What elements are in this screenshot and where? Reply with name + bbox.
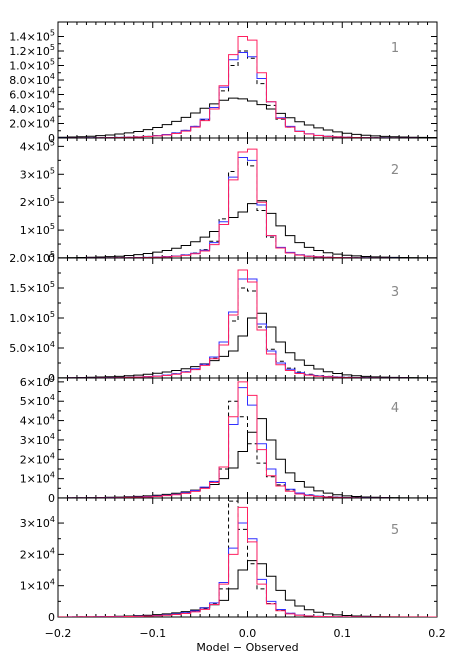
y-tick-label: 2×105 (20, 194, 55, 209)
y-tick-label: 0 (48, 132, 55, 145)
y-tick-label: 3×105 (20, 166, 55, 181)
panel-2: 0 1×105 2×105 3×105 4×105 2 (20, 137, 438, 265)
y-tick-label: 0 (48, 611, 55, 624)
y-tick-label: 5×104 (20, 393, 55, 408)
x-tick-label: 0.1 (334, 627, 352, 640)
y-tick-label: 3×104 (20, 432, 55, 447)
histogram-series-4 (58, 506, 437, 617)
y-tick-label: 0 (48, 372, 55, 385)
x-tick-label: 0.0 (239, 627, 257, 640)
y-tick-label: 1.0×105 (9, 310, 55, 325)
y-tick-label: 8.0×104 (9, 72, 55, 87)
y-tick-label: 2×104 (20, 546, 55, 561)
x-tick-label: 0.2 (428, 627, 446, 640)
panel-number-label: 1 (391, 41, 399, 56)
x-tick-label: −0.2 (45, 627, 72, 640)
y-tick-label: 6.0×104 (9, 87, 55, 102)
panel-1: 02.0×1044.0×1046.0×1048.0×1041.0×1051.2×… (9, 21, 438, 145)
y-tick-label: 2.0×104 (9, 116, 55, 131)
y-tick-label: 1×104 (20, 578, 55, 593)
y-tick-label: 1.0×105 (9, 58, 55, 73)
y-tick-label: 2.0×105 (9, 250, 55, 265)
y-tick-label: 6×104 (20, 374, 55, 389)
panels-group: 02.0×1044.0×1046.0×1048.0×1041.0×1051.2×… (9, 21, 438, 624)
y-tick-label: 3×104 (20, 515, 55, 530)
y-tick-label: 5.0×104 (9, 340, 55, 355)
panel-5: 0 1×104 2×104 3×104 5 (20, 497, 438, 624)
y-tick-label: 4×105 (20, 138, 55, 153)
histogram-series-1 (58, 97, 437, 138)
histogram-series-1 (58, 200, 437, 258)
panel-4: 0 1×104 2×104 3×104 4×104 5×104 6×104 4 (20, 374, 438, 505)
panel-number-label: 5 (391, 523, 399, 538)
y-tick-label: 1.5×105 (9, 280, 55, 295)
panel-number-label: 4 (391, 401, 399, 416)
histogram-series-3 (58, 51, 437, 138)
y-tick-label: 1.4×105 (9, 29, 55, 44)
x-axis: −0.2 −0.1 0.0 0.1 0.2 (45, 627, 446, 640)
y-tick-label: 2×104 (20, 451, 55, 466)
x-tick-label: −0.1 (139, 627, 166, 640)
histogram-series-4 (58, 36, 437, 138)
histogram-series-2 (58, 50, 437, 138)
y-tick-label: 4×104 (20, 413, 55, 428)
y-tick-label: 0 (48, 252, 55, 265)
panel-frame (57, 137, 438, 259)
histogram-series-1 (58, 312, 437, 378)
y-tick-label: 1×105 (20, 222, 55, 237)
x-axis-label: Model − Observed (196, 641, 298, 654)
y-tick-label: 4.0×104 (9, 101, 55, 116)
y-tick-label: 0 (48, 492, 55, 505)
panel-number-label: 3 (391, 285, 399, 300)
panel-3: 0 5.0×104 1.0×105 1.5×105 2.0×105 3 (9, 250, 438, 385)
y-tick-label: 1.2×105 (9, 43, 55, 58)
panel-number-label: 2 (391, 163, 399, 178)
y-tick-label: 1×104 (20, 471, 55, 486)
histogram-series-1 (58, 560, 437, 617)
